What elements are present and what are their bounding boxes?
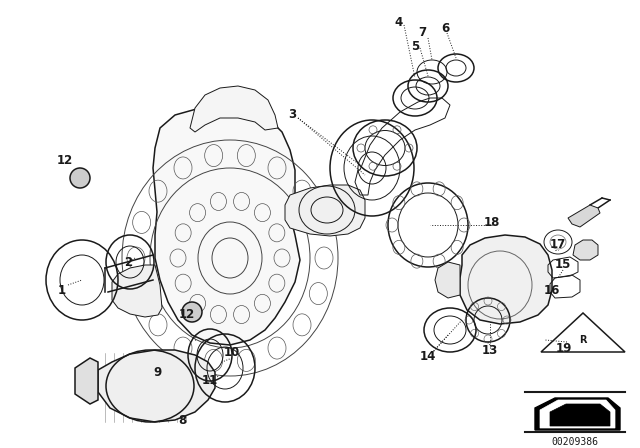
Polygon shape: [153, 105, 300, 345]
Text: 17: 17: [550, 237, 566, 250]
Text: 11: 11: [202, 374, 218, 387]
Ellipse shape: [70, 168, 90, 188]
Polygon shape: [568, 205, 600, 227]
Text: 4: 4: [395, 16, 403, 29]
Text: 8: 8: [178, 414, 186, 426]
Text: 1: 1: [58, 284, 66, 297]
Text: 19: 19: [556, 341, 572, 354]
Polygon shape: [435, 262, 460, 298]
Polygon shape: [75, 358, 98, 404]
Text: 16: 16: [544, 284, 560, 297]
Polygon shape: [112, 265, 162, 317]
Text: R: R: [579, 335, 587, 345]
Polygon shape: [540, 400, 615, 428]
Text: 7: 7: [418, 26, 426, 39]
Text: 10: 10: [224, 346, 240, 359]
Text: 00209386: 00209386: [552, 437, 598, 447]
Text: 13: 13: [482, 344, 498, 357]
Polygon shape: [460, 235, 552, 324]
Text: 18: 18: [484, 215, 500, 228]
Text: 9: 9: [154, 366, 162, 379]
Text: 12: 12: [179, 307, 195, 320]
Polygon shape: [573, 240, 598, 260]
Polygon shape: [190, 86, 278, 132]
Polygon shape: [535, 398, 620, 430]
Text: 15: 15: [555, 258, 571, 271]
Polygon shape: [285, 185, 365, 236]
Polygon shape: [550, 404, 610, 426]
Text: 3: 3: [288, 108, 296, 121]
Ellipse shape: [182, 302, 202, 322]
Text: 14: 14: [420, 349, 436, 362]
Text: 2: 2: [124, 255, 132, 268]
Text: 12: 12: [57, 154, 73, 167]
Text: 6: 6: [441, 22, 449, 34]
Text: 5: 5: [411, 40, 419, 53]
Polygon shape: [98, 350, 215, 422]
